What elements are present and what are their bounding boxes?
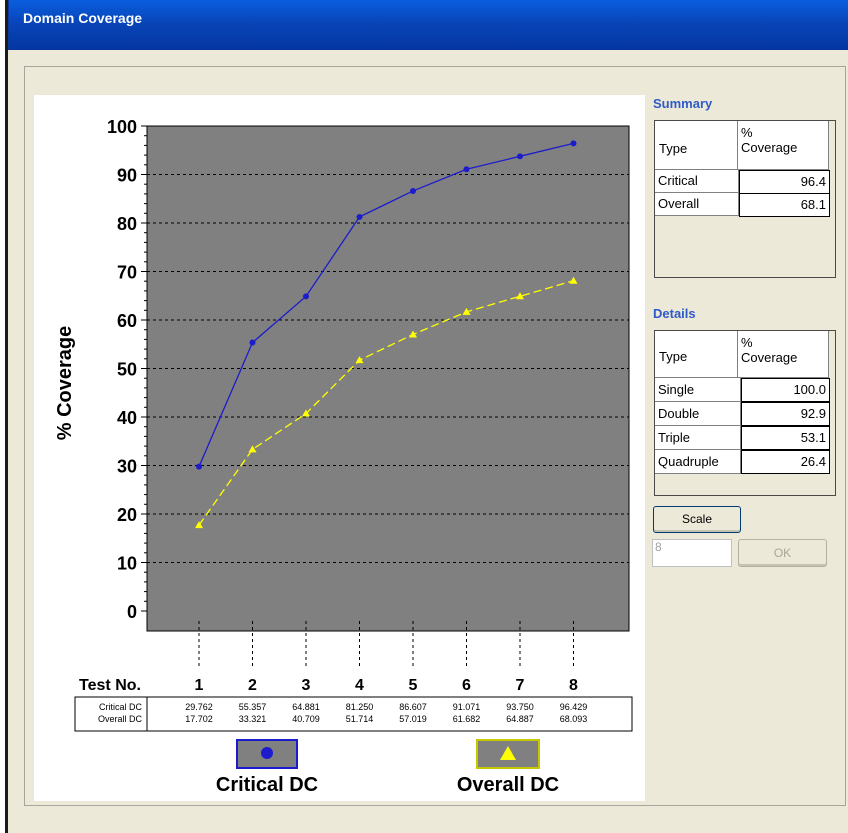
- legend-label-overall: Overall DC: [457, 774, 559, 796]
- details-header-type: Type: [655, 331, 738, 378]
- overall-dc-table-value: 33.321: [239, 714, 267, 724]
- summary-label: Summary: [653, 96, 713, 111]
- overall-dc-point: [302, 409, 310, 417]
- summary-grid: Type % Coverage Critical 96.4 Overall 68…: [654, 120, 836, 278]
- y-tick-label: 80: [117, 214, 137, 234]
- details-header-coverage-word: Coverage: [741, 350, 798, 365]
- table-label-overall: Overall DC: [98, 714, 143, 724]
- x-tick-label: 1: [195, 677, 204, 694]
- critical-dc-point: [463, 166, 470, 173]
- critical-dc-table-value: 64.881: [292, 702, 320, 712]
- summary-row-value[interactable]: 96.4: [739, 170, 830, 194]
- details-row-value[interactable]: 53.1: [741, 426, 830, 450]
- overall-dc-table-value: 51.714: [346, 714, 374, 724]
- x-tick-label: 6: [462, 677, 471, 694]
- data-table-border: [74, 696, 633, 732]
- overall-dc-line: [198, 280, 574, 526]
- y-axis-label: % Coverage: [54, 326, 76, 441]
- y-tick-label: 10: [117, 554, 137, 574]
- y-tick-label: 0: [127, 602, 137, 622]
- details-header-coverage-pct: %: [741, 335, 753, 350]
- details-row-type: Quadruple: [655, 450, 741, 474]
- details-row-type: Single: [655, 378, 741, 402]
- critical-dc-point: [303, 293, 309, 300]
- summary-row-type: Critical: [655, 170, 739, 193]
- critical-dc-point: [570, 140, 577, 147]
- legend-label-critical: Critical DC: [216, 774, 318, 796]
- details-label: Details: [653, 306, 696, 321]
- details-row-value[interactable]: 100.0: [741, 378, 830, 402]
- overall-dc-table-value: 57.019: [399, 714, 427, 724]
- overall-dc-table-value: 64.887: [506, 714, 534, 724]
- chart-panel: 0 10 20 30 40 50 60 70 80 90 100 1 2 3 4 5 6 7 8 % Covera…: [34, 95, 645, 801]
- critical-dc-table-value: 86.607: [399, 702, 427, 712]
- summary-header-coverage-word: Coverage: [741, 140, 798, 155]
- y-tick-label: 20: [117, 505, 137, 525]
- critical-dc-table-value: 29.762: [185, 702, 213, 712]
- x-tick-label: 7: [516, 677, 525, 694]
- critical-dc-table-value: 55.357: [239, 702, 267, 712]
- y-tick-label: 30: [117, 457, 137, 477]
- critical-dc-table-value: 81.250: [346, 702, 374, 712]
- x-tick-label: 8: [569, 677, 578, 694]
- overall-dc-point: [248, 445, 257, 453]
- y-tick-label: 90: [117, 166, 137, 186]
- overall-dc-point: [516, 292, 524, 300]
- scale-button[interactable]: Scale: [653, 506, 741, 533]
- overall-dc-table-value: 68.093: [560, 714, 588, 724]
- table-label-critical: Critical DC: [99, 702, 143, 712]
- overall-dc-point: [195, 521, 203, 529]
- scale-input[interactable]: 8: [652, 539, 732, 567]
- critical-dc-table-value: 93.750: [506, 702, 534, 712]
- critical-dc-table-value: 91.071: [453, 702, 481, 712]
- x-tick-label: 2: [248, 677, 257, 694]
- coverage-chart: 0 10 20 30 40 50 60 70 80 90 100 1 2 3 4 5 6 7 8 % Covera…: [54, 117, 633, 796]
- y-tick-label: 60: [117, 311, 137, 331]
- summary-header-coverage-pct: %: [741, 125, 753, 140]
- summary-header-coverage: % Coverage: [738, 121, 829, 170]
- x-axis-label: Test No.: [79, 677, 141, 694]
- critical-dc-point: [249, 339, 256, 346]
- y-tick-label: 100: [107, 117, 137, 137]
- desktop-edge-line: [5, 0, 8, 833]
- y-tick-label: 40: [117, 408, 137, 428]
- details-header-coverage: % Coverage: [738, 331, 829, 378]
- window-title: Domain Coverage: [23, 10, 143, 26]
- x-tick-label: 5: [409, 677, 418, 694]
- title-bar[interactable]: Domain Coverage: [8, 0, 848, 50]
- critical-dc-table-value: 96.429: [560, 702, 588, 712]
- legend-marker-critical: [261, 747, 273, 759]
- critical-dc-point: [196, 463, 202, 470]
- details-grid: Type % Coverage Single 100.0 Double 92.9…: [654, 330, 836, 496]
- overall-dc-point: [462, 307, 471, 315]
- overall-dc-point: [409, 330, 417, 338]
- summary-header-type: Type: [655, 121, 738, 170]
- summary-row-value[interactable]: 68.1: [739, 193, 830, 217]
- critical-dc-point: [517, 153, 523, 160]
- details-row-value[interactable]: 26.4: [741, 450, 830, 474]
- critical-dc-line: [198, 142, 574, 467]
- overall-dc-table-value: 61.682: [453, 714, 481, 724]
- overall-dc-table-value: 40.709: [292, 714, 320, 724]
- ok-button[interactable]: OK: [738, 539, 827, 567]
- y-tick-label: 70: [117, 263, 137, 283]
- overall-dc-point: [355, 356, 364, 364]
- overall-dc-table-value: 17.702: [185, 714, 213, 724]
- y-tick-label: 50: [117, 360, 137, 380]
- summary-row-type: Overall: [655, 193, 739, 216]
- x-tick-label: 4: [355, 677, 364, 694]
- x-tick-label: 3: [302, 677, 311, 694]
- plot-area: [146, 125, 630, 632]
- details-row-value[interactable]: 92.9: [741, 402, 830, 426]
- overall-dc-point: [569, 276, 578, 284]
- details-row-type: Triple: [655, 426, 741, 450]
- desktop-edge: [0, 0, 6, 833]
- critical-dc-point: [410, 187, 416, 194]
- details-row-type: Double: [655, 402, 741, 426]
- legend-marker-overall: [500, 746, 516, 760]
- critical-dc-point: [356, 213, 363, 220]
